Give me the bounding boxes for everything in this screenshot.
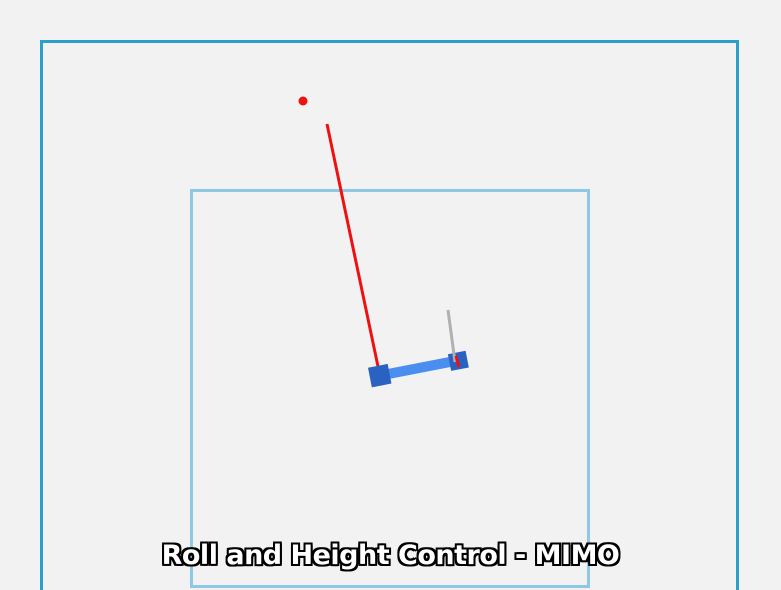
target-point [298,96,308,106]
reference-vector [446,309,457,363]
left-motor [368,363,392,388]
thrust-vector-right [454,355,461,368]
outer-boundary [40,40,739,590]
drone-arm [379,355,461,381]
inner-boundary [190,189,590,588]
thrust-vector-left [325,123,382,377]
caption: Roll and Height Control - MIMO [161,540,620,571]
